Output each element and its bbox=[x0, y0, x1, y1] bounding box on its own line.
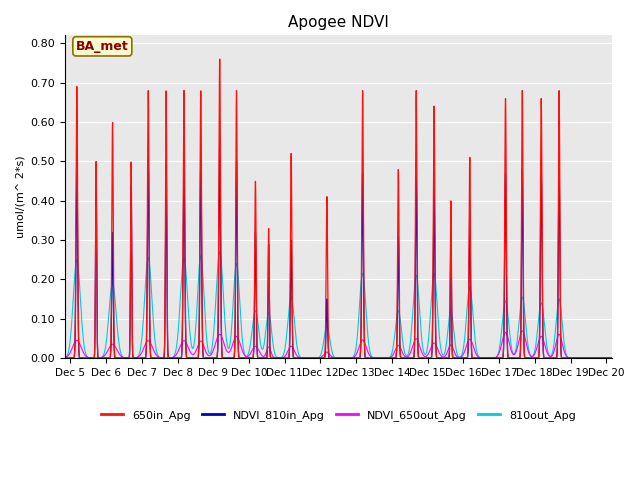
Line: NDVI_810in_Apg: NDVI_810in_Apg bbox=[65, 138, 612, 358]
810out_Apg bbox=[389, 346, 397, 351]
650in_Apg bbox=[216, 56, 223, 62]
650in_Apg bbox=[270, 355, 278, 361]
NDVI_650out_Apg bbox=[417, 346, 424, 351]
810out_Apg bbox=[270, 347, 278, 353]
NDVI_810in_Apg bbox=[417, 355, 424, 361]
810out_Apg bbox=[417, 323, 424, 328]
810out_Apg bbox=[608, 355, 616, 361]
NDVI_650out_Apg bbox=[608, 355, 616, 361]
Text: BA_met: BA_met bbox=[76, 40, 129, 53]
650in_Apg bbox=[511, 355, 518, 361]
NDVI_810in_Apg bbox=[216, 135, 223, 141]
NDVI_810in_Apg bbox=[61, 355, 69, 361]
Line: 650in_Apg: 650in_Apg bbox=[65, 59, 612, 358]
Line: 810out_Apg: 810out_Apg bbox=[65, 252, 612, 358]
NDVI_650out_Apg bbox=[511, 352, 518, 358]
NDVI_650out_Apg bbox=[469, 342, 477, 348]
Title: Apogee NDVI: Apogee NDVI bbox=[288, 15, 388, 30]
810out_Apg bbox=[161, 355, 168, 361]
650in_Apg bbox=[61, 355, 69, 361]
650in_Apg bbox=[608, 355, 616, 361]
Line: NDVI_650out_Apg: NDVI_650out_Apg bbox=[65, 331, 612, 358]
NDVI_810in_Apg bbox=[511, 355, 518, 361]
NDVI_650out_Apg bbox=[270, 355, 278, 361]
650in_Apg bbox=[161, 350, 168, 356]
NDVI_810in_Apg bbox=[161, 352, 168, 358]
NDVI_810in_Apg bbox=[389, 355, 397, 361]
650in_Apg bbox=[389, 355, 397, 361]
NDVI_650out_Apg bbox=[389, 352, 397, 358]
650in_Apg bbox=[417, 355, 424, 361]
NDVI_810in_Apg bbox=[469, 355, 477, 361]
NDVI_650out_Apg bbox=[518, 328, 526, 334]
NDVI_810in_Apg bbox=[270, 355, 278, 361]
810out_Apg bbox=[469, 312, 477, 317]
810out_Apg bbox=[511, 351, 518, 357]
NDVI_650out_Apg bbox=[161, 355, 168, 361]
NDVI_810in_Apg bbox=[608, 355, 616, 361]
650in_Apg bbox=[469, 355, 477, 361]
810out_Apg bbox=[61, 355, 69, 361]
NDVI_650out_Apg bbox=[61, 355, 69, 361]
Y-axis label: umol/(m^ 2*s): umol/(m^ 2*s) bbox=[15, 156, 25, 238]
Legend: 650in_Apg, NDVI_810in_Apg, NDVI_650out_Apg, 810out_Apg: 650in_Apg, NDVI_810in_Apg, NDVI_650out_A… bbox=[97, 406, 580, 425]
810out_Apg bbox=[216, 249, 223, 254]
